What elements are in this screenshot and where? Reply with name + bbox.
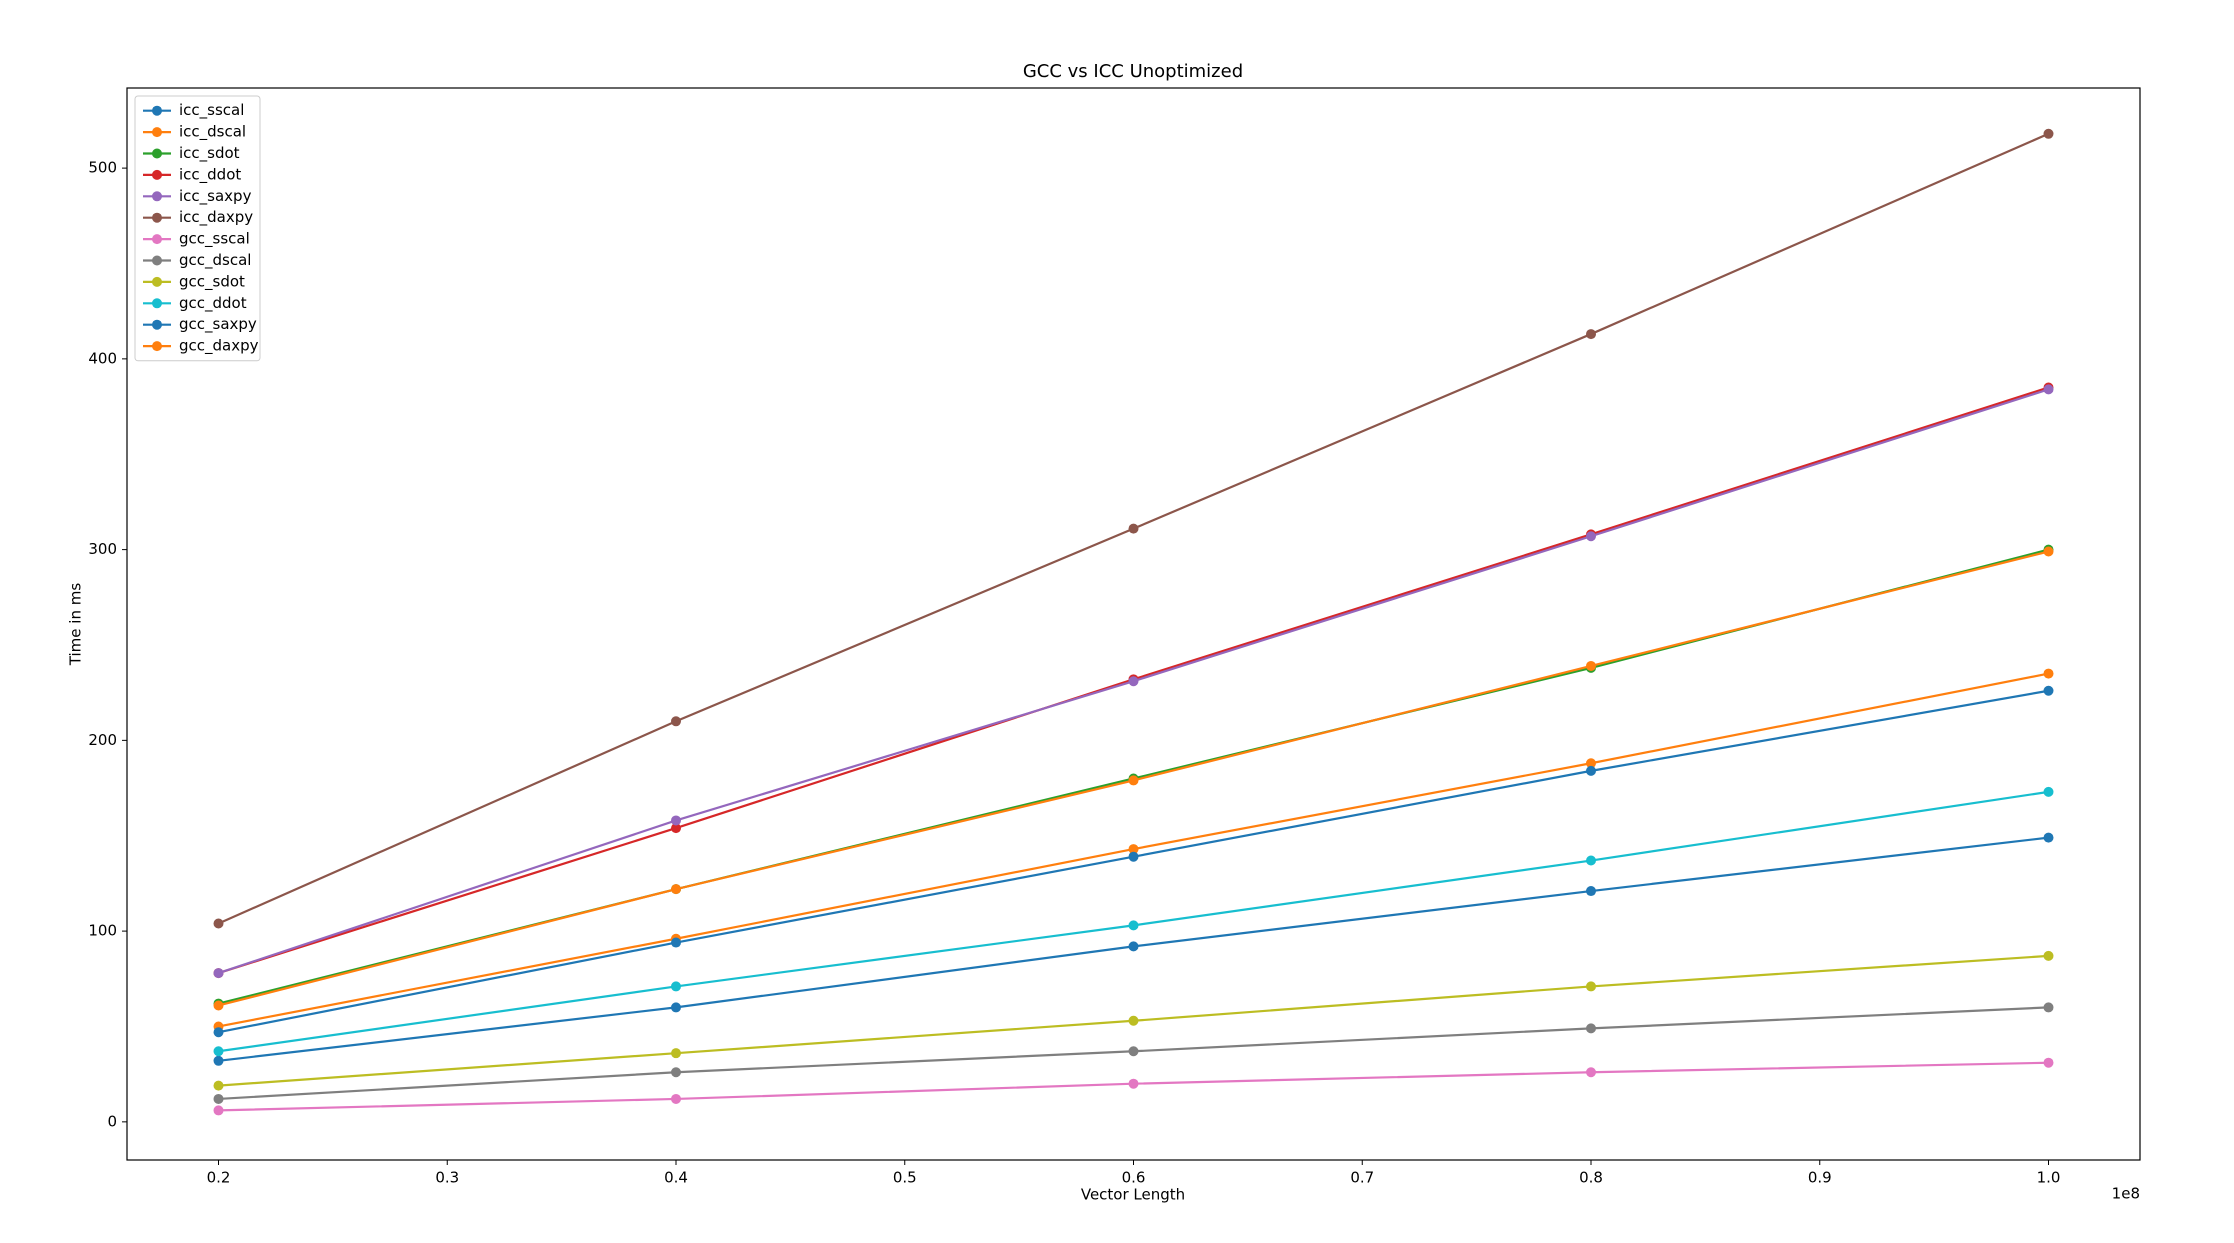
data-point (1128, 920, 1139, 931)
legend-label: icc_sscal (179, 101, 244, 120)
data-point (1128, 844, 1139, 855)
x-tick-label: 1.0 (2037, 1169, 2061, 1187)
data-point (1128, 1078, 1139, 1089)
data-point (1586, 981, 1596, 992)
data-point (671, 1048, 681, 1059)
data-point (213, 1027, 224, 1038)
x-tick-label: 0.5 (893, 1169, 917, 1187)
data-point (2043, 950, 2054, 961)
legend-label: gcc_ddot (179, 294, 247, 313)
data-point (671, 815, 681, 826)
data-point (1586, 855, 1596, 866)
y-tick-label: 300 (88, 540, 117, 558)
legend-marker (152, 276, 162, 287)
x-axis-label: Vector Length (1081, 1186, 1185, 1204)
legend-label: icc_dscal (179, 123, 246, 142)
data-point (213, 968, 224, 979)
data-point (2043, 668, 2054, 679)
legend-label: gcc_daxpy (179, 337, 259, 356)
legend-label: gcc_sdot (179, 272, 245, 291)
data-point (671, 937, 681, 948)
x-tick-label: 0.3 (435, 1169, 459, 1187)
x-tick-label: 0.8 (1579, 1169, 1603, 1187)
legend-marker (152, 234, 162, 245)
data-point (213, 1093, 224, 1104)
data-point (2043, 786, 2054, 797)
data-point (1128, 1046, 1139, 1057)
legend-marker (152, 298, 162, 309)
legend: icc_sscal icc_dscal icc_sdot icc_ddot icc_sa… (134, 95, 261, 362)
plot-frame (126, 87, 2141, 1161)
data-point (671, 981, 681, 992)
data-point (1586, 329, 1596, 340)
legend-box (134, 95, 261, 362)
data-point (2043, 128, 2054, 139)
data-point (671, 716, 681, 727)
data-point (671, 884, 681, 895)
data-point (1586, 886, 1596, 897)
data-point (1128, 523, 1139, 534)
y-tick-label: 500 (88, 159, 117, 177)
data-point (2043, 384, 2054, 395)
x-tick-label: 0.4 (664, 1169, 688, 1187)
data-point (671, 823, 681, 834)
y-tick-label: 400 (88, 349, 117, 367)
data-point (2043, 1002, 2054, 1013)
data-point (1586, 531, 1596, 542)
y-axis-label: Time in ms (67, 583, 85, 667)
data-point (213, 1046, 224, 1057)
legend-marker (152, 319, 162, 330)
x-offset-label: 1e8 (2112, 1185, 2140, 1203)
legend-marker (152, 148, 162, 159)
data-point (1586, 660, 1596, 671)
data-point (2043, 832, 2054, 843)
legend-marker (152, 127, 162, 138)
data-point (1128, 941, 1139, 952)
legend-marker (152, 212, 162, 223)
legend-label: icc_ddot (179, 165, 241, 184)
legend-marker (152, 169, 162, 180)
data-point (671, 1067, 681, 1078)
data-point (2043, 546, 2054, 557)
data-point (671, 1093, 681, 1104)
data-point (213, 1105, 224, 1116)
data-point (213, 1000, 224, 1011)
legend-marker (152, 191, 162, 202)
data-point (1586, 1067, 1596, 1078)
data-point (1128, 775, 1139, 786)
data-point (1586, 765, 1596, 776)
x-tick-label: 0.9 (1808, 1169, 1832, 1187)
legend-label: gcc_saxpy (179, 315, 257, 334)
data-point (213, 918, 224, 929)
data-point (2043, 685, 2054, 696)
legend-marker (152, 341, 162, 352)
y-tick-label: 200 (88, 731, 117, 749)
data-point (213, 1080, 224, 1091)
y-tick-label: 100 (88, 922, 117, 940)
x-tick-label: 0.2 (207, 1169, 231, 1187)
legend-marker (152, 255, 162, 266)
data-point (1128, 851, 1139, 862)
y-tick-label: 0 (107, 1112, 117, 1130)
data-point (2043, 1057, 2054, 1068)
data-point (1586, 1023, 1596, 1034)
legend-label: gcc_sscal (179, 230, 250, 249)
chart-title: GCC vs ICC Unoptimized (1023, 61, 1243, 82)
legend-marker (152, 105, 162, 116)
data-point (213, 1055, 224, 1066)
x-tick-label: 0.6 (1122, 1169, 1146, 1187)
data-point (1128, 676, 1139, 687)
legend-label: icc_daxpy (179, 208, 253, 227)
legend-label: icc_saxpy (179, 187, 252, 206)
data-point (1586, 758, 1596, 769)
data-point (671, 1002, 681, 1013)
legend-label: icc_sdot (179, 144, 240, 163)
data-point (1128, 1015, 1139, 1026)
x-tick-label: 0.7 (1350, 1169, 1374, 1187)
legend-label: gcc_dscal (179, 251, 251, 270)
